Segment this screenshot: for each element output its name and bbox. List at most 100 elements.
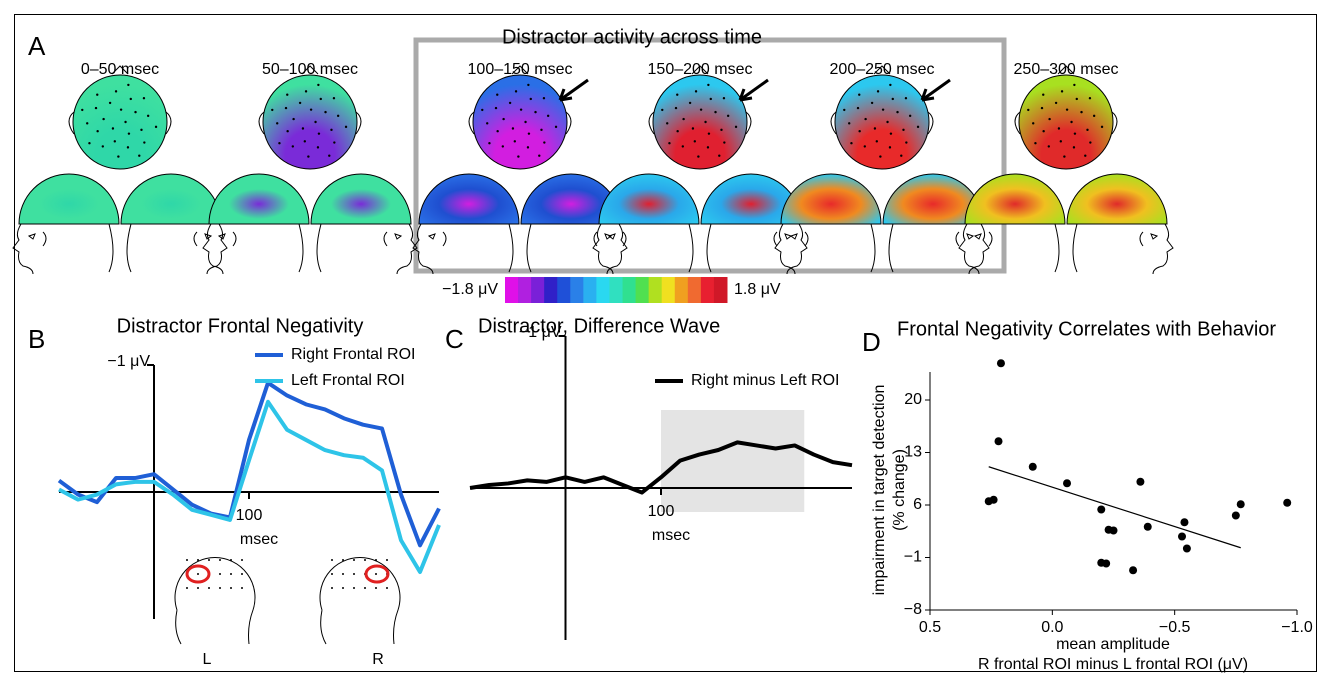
- point: [1232, 512, 1240, 520]
- colorbar-max: 1.8 μV: [734, 281, 781, 298]
- electrode: [114, 140, 116, 142]
- electrode: [543, 141, 545, 143]
- electrode: [302, 127, 304, 129]
- electrode: [896, 111, 898, 113]
- electrode: [292, 118, 294, 120]
- electrode: [917, 126, 919, 128]
- electrode: [134, 111, 136, 113]
- electrode: [874, 127, 876, 129]
- electrode: [707, 84, 709, 86]
- electrode: [330, 129, 332, 131]
- electrode: [304, 140, 306, 142]
- point: [1180, 518, 1188, 526]
- point: [1237, 500, 1245, 508]
- electrode: [112, 127, 114, 129]
- y-tick-label: 6: [913, 496, 922, 513]
- electrode: [197, 573, 199, 575]
- electrode: [488, 142, 490, 144]
- electrode: [512, 127, 514, 129]
- inset-label: R: [372, 651, 384, 668]
- electrode: [219, 573, 221, 575]
- point: [1283, 499, 1291, 507]
- face: [413, 224, 513, 274]
- chart-title: Distractor Frontal Negativity: [117, 315, 364, 337]
- electrode: [689, 102, 691, 104]
- arrow: [740, 80, 768, 100]
- topomap: [73, 75, 167, 169]
- topomap: [419, 174, 519, 224]
- x-axis-label: msec: [240, 531, 278, 548]
- electrode: [305, 90, 307, 92]
- electrode: [708, 132, 710, 134]
- electrode: [241, 559, 243, 561]
- electrode: [886, 121, 888, 123]
- electrode: [1066, 108, 1068, 110]
- electrode: [864, 118, 866, 120]
- colorbar-cell: [714, 277, 728, 303]
- electrode: [481, 109, 483, 111]
- electrode: [661, 109, 663, 111]
- electrode: [890, 132, 892, 134]
- electrode: [700, 108, 702, 110]
- electrode: [864, 145, 866, 147]
- electrode: [486, 122, 488, 124]
- y-tick-label: −1 μV: [107, 353, 150, 370]
- point: [1110, 527, 1118, 535]
- electrode: [1074, 132, 1076, 134]
- electrode: [1076, 98, 1078, 100]
- electrode: [364, 559, 366, 561]
- electrode: [858, 94, 860, 96]
- electrode: [909, 115, 911, 117]
- electrode: [1101, 126, 1103, 128]
- electrode: [241, 587, 243, 589]
- x-axis-label: mean amplitude: [1056, 636, 1170, 653]
- colorbar-cell: [609, 277, 623, 303]
- point: [1063, 479, 1071, 487]
- face: [13, 224, 113, 274]
- colorbar-cell: [557, 277, 571, 303]
- electrode: [1058, 127, 1060, 129]
- electrode: [271, 109, 273, 111]
- x-tick-label: 100: [236, 507, 263, 524]
- legend-label: Right Frontal ROI: [291, 346, 415, 363]
- topomap: [599, 174, 699, 224]
- electrode: [96, 130, 98, 132]
- electrode: [1034, 142, 1036, 144]
- electrode: [723, 141, 725, 143]
- electrode: [320, 98, 322, 100]
- electrode: [286, 94, 288, 96]
- fit-line: [989, 467, 1241, 548]
- electrode: [515, 90, 517, 92]
- electrode: [502, 118, 504, 120]
- electrode: [720, 129, 722, 131]
- electrode: [1042, 130, 1044, 132]
- electrode: [534, 111, 536, 113]
- electrode: [386, 559, 388, 561]
- electrode: [102, 145, 104, 147]
- topomap: [311, 174, 411, 224]
- point: [995, 437, 1003, 445]
- electrode: [117, 155, 119, 157]
- electrode: [285, 107, 287, 109]
- electrode: [555, 126, 557, 128]
- face: [317, 224, 417, 274]
- electrode: [241, 573, 243, 575]
- topomap: [781, 174, 881, 224]
- electrode: [692, 127, 694, 129]
- electrode: [889, 146, 891, 148]
- electrode: [278, 142, 280, 144]
- colorbar-cell: [701, 277, 715, 303]
- electrode: [127, 84, 129, 86]
- electrode: [858, 130, 860, 132]
- electrode: [1084, 155, 1086, 157]
- point: [1144, 523, 1152, 531]
- electrode: [495, 107, 497, 109]
- electrode: [138, 155, 140, 157]
- electrode: [707, 146, 709, 148]
- colorbar-cell: [662, 277, 676, 303]
- topomap: [1067, 174, 1167, 224]
- electrode: [230, 587, 232, 589]
- electrode: [1048, 118, 1050, 120]
- point: [1178, 533, 1186, 541]
- electrode: [317, 146, 319, 148]
